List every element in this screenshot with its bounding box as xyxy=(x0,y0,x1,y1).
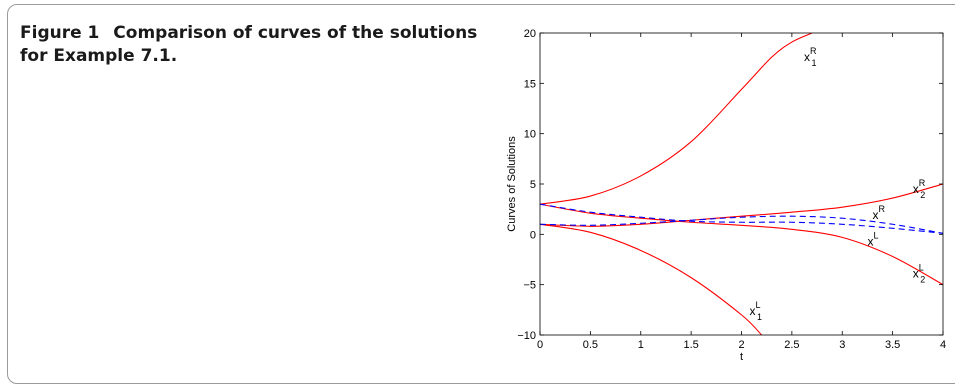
y-tick-label: 10 xyxy=(524,129,536,141)
plot-area: 0 0.5 1 1.5 2 2.5 3 3.5 4 −10 −5 0 5 10 15 20 xR 1 xR 2 xR xL… xyxy=(517,28,946,351)
figure-caption-text: Comparison of curves of the solutions fo… xyxy=(20,23,478,66)
series-line-x2L xyxy=(540,203,943,286)
figure-label: Figure 1 xyxy=(20,23,100,43)
x-tick-label: 4 xyxy=(940,339,946,351)
x-tick-label: 3 xyxy=(839,339,845,351)
x-tick-label: 0 xyxy=(537,339,543,351)
series-line-xR xyxy=(540,215,943,234)
x-tick-label: 2.5 xyxy=(784,339,799,351)
x-axis-label: t xyxy=(740,351,743,363)
annotation-x2L: xL 2 xyxy=(913,263,926,285)
annotation-xR: xR xyxy=(872,204,885,222)
x-tick-label: 0.5 xyxy=(583,339,598,351)
figure-caption: Figure 1 Comparison of curves of the sol… xyxy=(20,22,480,68)
y-tick-label: −5 xyxy=(523,280,536,292)
plot-box xyxy=(539,32,944,336)
solution-curves-chart: 0 0.5 1 1.5 2 2.5 3 3.5 4 −10 −5 0 5 10 15 20 xR 1 xR 2 xR xL… xyxy=(506,28,946,363)
annotation-x1R: xR 1 xyxy=(804,46,817,68)
x-tick-label: 1.5 xyxy=(683,339,698,351)
y-tick-label: −10 xyxy=(517,330,536,342)
x-tick-label: 3.5 xyxy=(885,339,900,351)
y-axis-label: Curves of Solutions xyxy=(506,136,518,232)
series-line-x2R xyxy=(540,183,943,227)
series-group xyxy=(540,33,943,335)
y-tick-label: 5 xyxy=(530,179,536,191)
annotation-x2R: xR 2 xyxy=(913,178,926,200)
series-line-x1R xyxy=(540,33,813,205)
annotation-xL: xL xyxy=(867,230,878,248)
x-tick-label: 2 xyxy=(738,339,744,351)
y-tick-label: 20 xyxy=(524,28,536,40)
annotation-x1L: xL 1 xyxy=(750,300,763,322)
x-tick-label: 1 xyxy=(638,339,644,351)
series-line-xL xyxy=(540,203,943,234)
y-tick-label: 0 xyxy=(530,229,536,241)
series-line-x1L xyxy=(540,223,763,335)
y-tick-label: 15 xyxy=(524,78,536,90)
